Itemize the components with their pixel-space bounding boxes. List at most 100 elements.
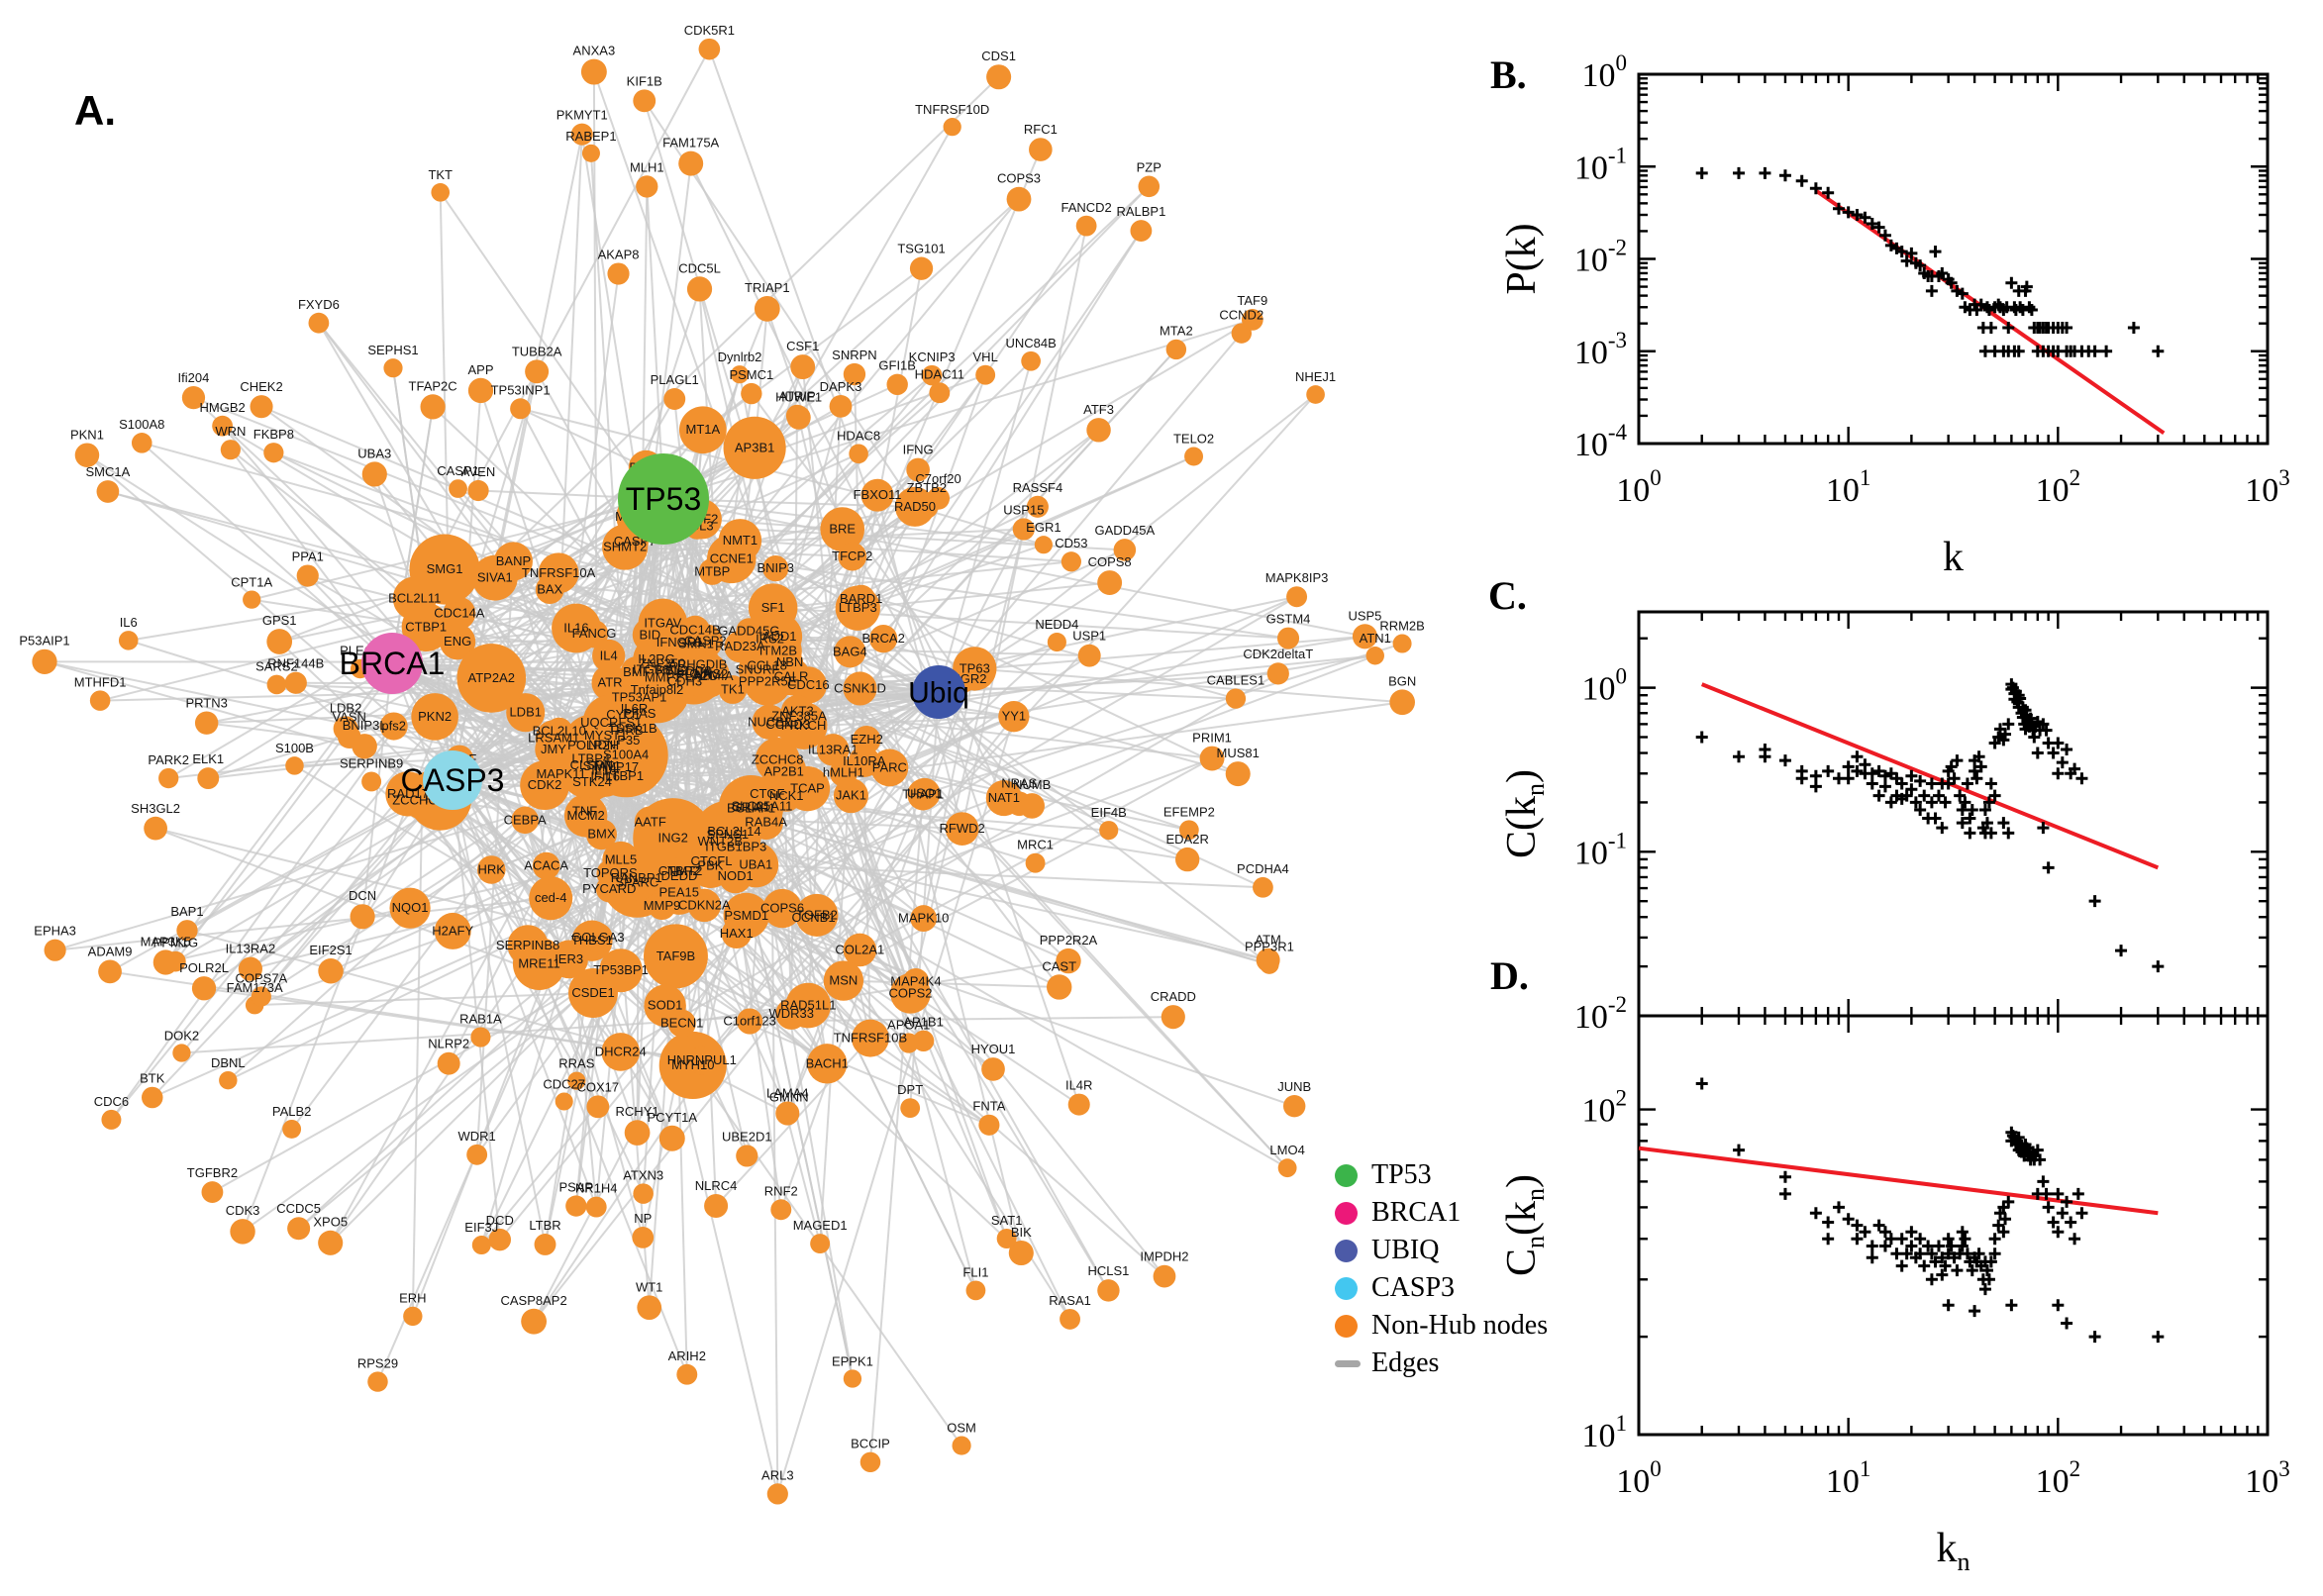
edge xyxy=(452,779,501,1241)
node-label: SNRPN xyxy=(832,348,877,362)
node-label: WDR33 xyxy=(768,1006,814,1021)
node-label: SARS2 xyxy=(255,659,298,674)
non-hub-node xyxy=(586,1095,610,1119)
node-label: CAST xyxy=(1042,958,1076,973)
tick-label: 102 xyxy=(1582,1086,1628,1130)
node-label: PPP3R1 xyxy=(1245,939,1294,953)
node-label: PKN2 xyxy=(418,709,452,724)
non-hub-node xyxy=(848,746,880,777)
node-label: LAMA4 xyxy=(766,1085,809,1100)
tick-label: 101 xyxy=(1826,465,1871,509)
node-label: MTA2 xyxy=(1160,324,1193,339)
non-hub-node xyxy=(698,38,721,60)
non-hub-node xyxy=(660,623,699,662)
non-hub-node xyxy=(975,364,996,385)
node-label: EIF2S1 xyxy=(309,943,352,957)
node-label: CHEK2 xyxy=(240,379,282,394)
node-label: EGR1 xyxy=(1026,520,1060,535)
edge xyxy=(786,668,976,1114)
node-label: CPT1A xyxy=(231,574,272,589)
non-hub-node xyxy=(525,359,550,384)
non-hub-node xyxy=(770,1199,792,1221)
hub-label-casp3: CASP3 xyxy=(401,762,505,798)
axis-title: C(kn) xyxy=(1499,769,1550,858)
node-label: TP53BP1 xyxy=(593,962,649,977)
non-hub-node xyxy=(870,748,909,787)
non-hub-node xyxy=(585,1196,607,1218)
node-label: CTCFL xyxy=(691,853,733,868)
edge xyxy=(411,800,424,1317)
node-label: SF1 xyxy=(761,600,785,615)
non-hub-node xyxy=(471,1236,491,1255)
node-swatch-icon xyxy=(1335,1276,1358,1300)
node-label: ARHGDIB xyxy=(668,656,727,671)
non-hub-node xyxy=(1075,215,1097,237)
node-label: TP53INP1 xyxy=(491,382,551,397)
legend-item-casp3: CASP3 xyxy=(1335,1269,1548,1307)
non-hub-node xyxy=(637,1295,662,1321)
non-hub-node xyxy=(565,1195,587,1217)
non-hub-node xyxy=(538,552,579,594)
node-label: BMX xyxy=(587,827,616,842)
node-label: MCM2 xyxy=(567,808,605,823)
hub-node-ubiq xyxy=(912,665,965,719)
node-label: ITM2B xyxy=(759,644,797,658)
edge xyxy=(439,192,454,781)
non-hub-node xyxy=(1029,138,1053,161)
node-label: ZNF350 xyxy=(639,655,685,670)
non-hub-node xyxy=(741,382,762,405)
node-label: CTBP2 xyxy=(658,863,700,878)
node-label: DAPK3 xyxy=(820,379,862,394)
node-label: IL2RG xyxy=(638,651,675,666)
non-hub-node xyxy=(1352,624,1377,649)
edge xyxy=(853,373,871,1039)
non-hub-node xyxy=(687,1046,717,1075)
node-label: ELK1 xyxy=(192,751,224,766)
node-label: FLI1 xyxy=(962,1264,988,1279)
node-label: CDC5L xyxy=(678,260,721,275)
node-label: NHEJ1 xyxy=(1295,369,1336,384)
non-hub-node xyxy=(851,1019,889,1057)
edge xyxy=(938,360,1033,693)
non-hub-node xyxy=(1012,518,1035,541)
node-label: SERPINB9 xyxy=(340,755,403,770)
node-label: BCLAF1 xyxy=(727,800,775,815)
non-hub-node xyxy=(910,905,938,932)
node-label: VASN xyxy=(333,709,366,724)
non-hub-node xyxy=(131,433,152,453)
edge xyxy=(513,560,1188,861)
node-label: GADD45A xyxy=(1094,523,1155,538)
non-hub-node xyxy=(1021,350,1041,371)
non-hub-node xyxy=(624,1120,651,1146)
legend-item-edges: Edges xyxy=(1335,1345,1548,1382)
node-label: P53AIP1 xyxy=(19,634,69,648)
node-label: GMNN xyxy=(769,1089,809,1104)
edge xyxy=(206,722,787,798)
node-label: USP15 xyxy=(1003,502,1044,517)
non-hub-node xyxy=(894,486,936,527)
node-label: FBXO11 xyxy=(854,487,902,502)
non-hub-node xyxy=(1060,551,1081,572)
edge xyxy=(876,494,963,830)
plot-panel-b: 100 101 102 103 10-4 10-3 10-2 10-1 100 P(k) k xyxy=(1499,50,2290,580)
node-swatch-icon xyxy=(1335,1163,1358,1187)
tick-label: 10-4 xyxy=(1574,420,1628,463)
node-label: NEDD8 xyxy=(667,663,711,678)
node-label: NLRC4 xyxy=(695,1178,738,1193)
non-hub-node xyxy=(511,806,539,835)
non-hub-node xyxy=(361,461,387,487)
node-label: H2AFY xyxy=(432,923,473,938)
non-hub-node xyxy=(843,362,866,386)
node-label: MTBP xyxy=(694,563,730,578)
non-hub-node xyxy=(164,950,186,972)
edge xyxy=(591,764,1188,861)
non-hub-node xyxy=(909,256,934,280)
non-hub-node xyxy=(1047,632,1066,652)
non-hub-node xyxy=(449,479,467,498)
tick-label: 102 xyxy=(2036,1456,2081,1500)
node-label: MRE11 xyxy=(518,955,559,970)
node-label: BACH1 xyxy=(806,1055,849,1070)
node-label: GFI1B xyxy=(878,358,916,373)
edge xyxy=(711,198,1020,573)
